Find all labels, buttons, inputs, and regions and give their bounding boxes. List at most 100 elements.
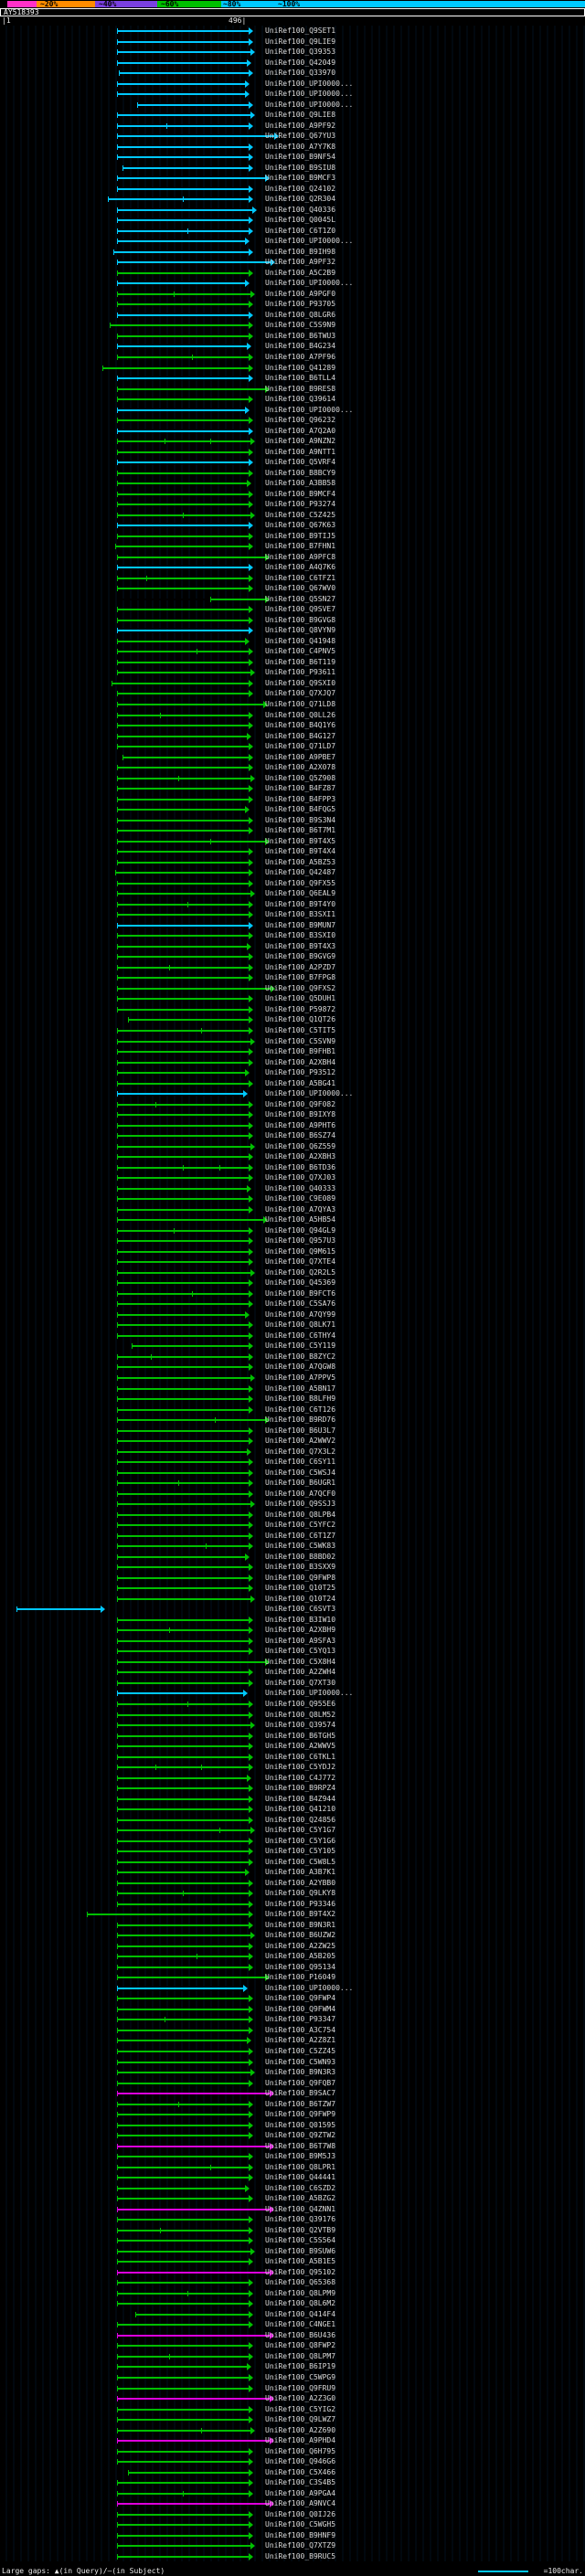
hit-label[interactable]: UniRef100_C5YQ13 [265,1647,336,1656]
hit-label[interactable]: UniRef100_A2ZWH4 [265,1668,336,1677]
alignment-bar[interactable] [117,861,249,864]
hit-label[interactable]: UniRef100_Q9FWP9 [265,2110,336,2119]
alignment-bar[interactable] [117,1240,249,1243]
alignment-bar[interactable] [117,987,271,990]
alignment-bar[interactable] [117,1103,249,1106]
alignment-bar[interactable] [117,1977,265,1979]
hit-label[interactable]: UniRef100_Q955E6 [265,1699,336,1708]
alignment-bar[interactable] [117,2051,249,2052]
alignment-bar[interactable] [117,514,250,516]
hit-label[interactable]: UniRef100_Q0IJ26 [265,2509,336,2518]
hit-label[interactable]: UniRef100_C5WN93 [265,2057,336,2066]
alignment-bar[interactable] [117,630,249,632]
alignment-bar[interactable] [122,756,249,758]
alignment-bar[interactable] [117,1398,249,1401]
hit-label[interactable]: UniRef100_C5YDJ2 [265,1763,336,1772]
alignment-bar[interactable] [117,1082,249,1085]
hit-label[interactable]: UniRef100_B6T7M1 [265,826,336,835]
hit-label[interactable]: UniRef100_UPI0000... [265,90,354,99]
hit-label[interactable]: UniRef100_C5WSJ4 [265,1468,336,1477]
alignment-bar[interactable] [117,1461,249,1464]
hit-label[interactable]: UniRef100_A7PPV5 [265,1373,336,1382]
hit-label[interactable]: UniRef100_B9T4X5 [265,836,336,845]
hit-label[interactable]: UniRef100_B6TD36 [265,1162,336,1171]
alignment-bar[interactable] [117,124,249,127]
hit-label[interactable]: UniRef100_A2XBH9 [265,1626,336,1635]
alignment-bar[interactable] [117,1324,249,1327]
alignment-bar[interactable] [128,2471,249,2474]
alignment-bar[interactable] [117,177,265,180]
hit-label[interactable]: UniRef100_B9MCF3 [265,174,336,183]
alignment-bar[interactable] [117,271,249,274]
alignment-bar[interactable] [117,1597,250,1600]
hit-label[interactable]: UniRef100_C3S4B5 [265,2478,336,2487]
alignment-bar[interactable] [113,250,249,253]
hit-label[interactable]: UniRef100_Q414F4 [265,2309,336,2318]
hit-label[interactable]: UniRef100_A9PF92 [265,121,336,130]
alignment-bar[interactable] [117,903,249,906]
alignment-bar[interactable] [117,2387,249,2390]
hit-label[interactable]: UniRef100_Q2R304 [265,195,336,204]
hit-label[interactable]: UniRef100_B9FCT6 [265,1288,336,1298]
alignment-bar[interactable] [117,1419,265,1422]
hit-label[interactable]: UniRef100_Q7XTZ9 [265,2541,336,2550]
hit-label[interactable]: UniRef100_A5HB54 [265,1215,336,1224]
alignment-bar[interactable] [117,1250,249,1253]
hit-label[interactable]: UniRef100_A2X078 [265,763,336,772]
alignment-bar[interactable] [117,408,245,411]
alignment-bar[interactable] [117,114,250,117]
hit-label[interactable]: UniRef100_Q01595 [265,2120,336,2129]
alignment-bar[interactable] [117,2240,249,2242]
alignment-bar[interactable] [117,219,249,222]
alignment-bar[interactable] [117,2355,249,2358]
alignment-bar[interactable] [117,2261,249,2263]
hit-label[interactable]: UniRef100_Q42487 [265,868,336,877]
hit-label[interactable]: UniRef100_C5Y1G7 [265,1826,336,1835]
hit-label[interactable]: UniRef100_A9PGA4 [265,2488,336,2497]
hit-label[interactable]: UniRef100_Q8LPB4 [265,1510,336,1519]
alignment-bar[interactable] [117,1482,249,1485]
alignment-bar[interactable] [117,1029,249,1032]
hit-label[interactable]: UniRef100_Q9FWM4 [265,2004,336,2013]
alignment-bar[interactable] [117,1303,249,1306]
hit-label[interactable]: UniRef100_A5BZ53 [265,857,336,866]
alignment-bar[interactable] [117,1282,249,1285]
hit-label[interactable]: UniRef100_C5ZZ45 [265,2047,336,2055]
alignment-bar[interactable] [117,1513,249,1516]
alignment-bar[interactable] [117,956,249,959]
alignment-bar[interactable] [117,567,249,569]
alignment-bar[interactable] [117,1177,249,1180]
alignment-bar[interactable] [117,261,271,264]
hit-label[interactable]: UniRef100_Q8LPM9 [265,2288,336,2297]
hit-label[interactable]: UniRef100_A2Z8Z1 [265,2036,336,2045]
alignment-bar[interactable] [117,2187,245,2189]
hit-label[interactable]: UniRef100_C5S564 [265,2236,336,2245]
hit-label[interactable]: UniRef100_B6T7W8 [265,2141,336,2150]
hit-label[interactable]: UniRef100_Q8VYN9 [265,626,336,635]
alignment-bar[interactable] [117,2271,270,2274]
hit-label[interactable]: UniRef100_B3IW10 [265,1615,336,1624]
alignment-bar[interactable] [117,93,245,96]
hit-label[interactable]: UniRef100_UPI0000... [265,1089,354,1098]
alignment-bar[interactable] [117,2166,249,2168]
hit-label[interactable]: UniRef100_C6T1Z0 [265,226,336,235]
hit-label[interactable]: UniRef100_Q7XTE4 [265,1257,336,1267]
alignment-bar[interactable] [117,1261,249,1264]
hit-label[interactable]: UniRef100_B9FHB1 [265,1047,336,1056]
alignment-bar[interactable] [117,2156,249,2158]
alignment-bar[interactable] [117,2208,270,2210]
hit-label[interactable]: UniRef100_B4FQG5 [265,805,336,814]
hit-label[interactable]: UniRef100_Q8LGR6 [265,310,336,319]
hit-label[interactable]: UniRef100_B6TGH5 [265,1731,336,1740]
alignment-bar[interactable] [117,1808,249,1811]
alignment-bar[interactable] [117,1871,245,1874]
hit-label[interactable]: UniRef100_P93705 [265,300,336,309]
alignment-bar[interactable] [117,1587,249,1590]
alignment-bar[interactable] [117,2008,249,2010]
alignment-bar[interactable] [117,2135,249,2137]
hit-label[interactable]: UniRef100_A2XBH4 [265,1057,336,1066]
hit-label[interactable]: UniRef100_B9RES8 [265,384,336,393]
alignment-bar[interactable] [117,577,249,579]
hit-label[interactable]: UniRef100_B6TZW7 [265,2099,336,2108]
alignment-bar[interactable] [117,292,250,295]
